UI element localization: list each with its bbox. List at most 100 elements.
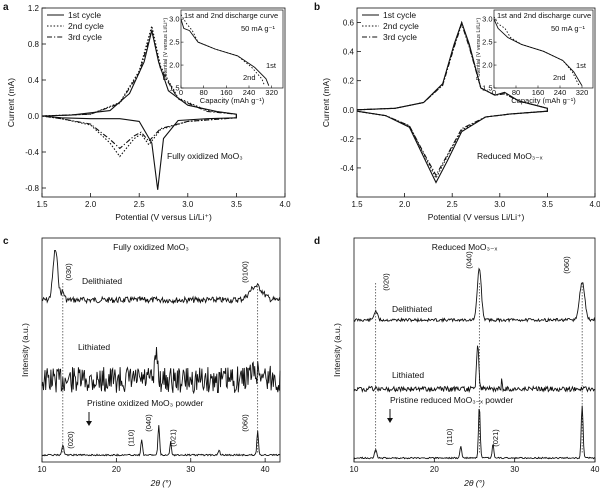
y-tick-label: 0.4 <box>343 48 355 57</box>
legend-label: 3rd cycle <box>68 32 102 42</box>
trace-label: Pristine reduced MoO₃₋ₓ powder <box>390 395 513 405</box>
inset-label-1st: 1st <box>266 61 277 70</box>
x-tick-label: 4.0 <box>589 200 600 209</box>
inset-title: 1st and 2nd discharge curve <box>184 11 278 20</box>
y-tick-label: 0.0 <box>343 106 355 115</box>
inset-y-tick-label: 2.0 <box>169 61 179 70</box>
x-tick-label: 30 <box>510 465 519 474</box>
cv-series-line <box>41 28 237 150</box>
y-tick-label: -0.2 <box>340 135 354 144</box>
y-axis-label: Intensity (a.u.) <box>332 323 342 377</box>
inset-frame <box>180 9 284 89</box>
panel-letter-b: b <box>314 2 320 13</box>
inset-x-axis-label: Capacity (mAh g⁻¹) <box>200 96 265 105</box>
arrow-head-icon <box>86 421 92 426</box>
sample-annotation: Reduced MoO₃₋ₓ <box>477 151 543 161</box>
trace-label: Lithiated <box>78 342 110 352</box>
x-tick-label: 2.5 <box>134 200 146 209</box>
inset-x-tick-label: 0 <box>179 88 183 97</box>
peak-label: (040) <box>464 251 473 269</box>
inset-y-tick-label: 2.0 <box>482 61 492 70</box>
legend-label: 1st cycle <box>383 10 416 20</box>
inset-y-tick-label: 1.5 <box>169 84 179 93</box>
chart-c: 10 20 30 40 2θ (°) Intensity (a.u.) Fully oxid… <box>20 237 281 488</box>
xrd-trace <box>41 425 281 457</box>
y-tick-label: 0.2 <box>343 77 355 86</box>
legend-label: 2nd cycle <box>68 21 104 31</box>
y-tick-label: -0.8 <box>25 184 39 193</box>
x-tick-label: 10 <box>38 465 47 474</box>
panel-letter-d: d <box>314 236 320 247</box>
peak-label: (021) <box>491 429 500 447</box>
xrd-trace <box>41 346 281 395</box>
inset-y-tick-label: 1.5 <box>482 84 492 93</box>
plot-frame <box>353 237 596 463</box>
legend-label: 1st cycle <box>68 10 101 20</box>
legend-label: 2nd cycle <box>383 21 419 31</box>
x-tick-label: 10 <box>350 465 359 474</box>
inset-label-1st: 1st <box>576 61 587 70</box>
peak-label: (110) <box>127 429 136 446</box>
chart-a: 1.5 2.0 2.5 3.0 3.5 4.0 -0.8 -0.4 0.0 0.4 0.8 1.2 Po… <box>6 4 291 222</box>
inset-title: 1st and 2nd discharge curve <box>497 11 591 20</box>
inset-x-tick-label: 80 <box>199 88 207 97</box>
xrd-trace <box>353 405 596 460</box>
x-axis-label: Potential (V versus Li/Li⁺) <box>428 212 525 222</box>
inset-x-tick-label: 240 <box>243 88 256 97</box>
inset-x-tick-label: 240 <box>554 88 567 97</box>
inset-y-axis-label: Potential (V versus Li/Li⁺) <box>162 18 169 81</box>
x-tick-label: 30 <box>186 465 195 474</box>
x-tick-label: 40 <box>591 465 600 474</box>
inset-x-tick-label: 160 <box>532 88 545 97</box>
inset-y-tick-label: 3.0 <box>169 15 179 24</box>
y-tick-label: 0.0 <box>28 112 40 121</box>
inset-label-2nd: 2nd <box>243 73 256 82</box>
y-tick-label: 1.2 <box>28 4 40 13</box>
inset-rate: 50 mA g⁻¹ <box>551 24 585 33</box>
x-tick-label: 2.0 <box>399 200 411 209</box>
inset-y-axis-label: Potential (V versus Li/Li⁺) <box>475 18 482 81</box>
inset-y-tick-label: 2.5 <box>482 38 492 47</box>
y-tick-label: 0.8 <box>28 40 40 49</box>
x-tick-label: 4.0 <box>279 200 291 209</box>
y-axis-label: Current (mA) <box>321 78 331 127</box>
x-tick-label: 3.0 <box>494 200 506 209</box>
x-tick-label: 3.0 <box>182 200 194 209</box>
plot-frame <box>41 7 286 198</box>
plot-frame <box>41 237 281 463</box>
cv-series-line <box>356 22 548 177</box>
y-axis-label: Intensity (a.u.) <box>20 323 30 377</box>
x-axis-label: 2θ (°) <box>463 478 485 488</box>
inset-x-tick-label: 80 <box>512 88 520 97</box>
x-tick-label: 1.5 <box>36 200 48 209</box>
peak-label: (060) <box>241 414 250 432</box>
x-tick-label: 40 <box>261 465 270 474</box>
peak-label: (020) <box>66 431 75 449</box>
x-tick-label: 20 <box>112 465 121 474</box>
arrow-head-icon <box>387 418 393 423</box>
chart-title: Reduced MoO₃₋ₓ <box>432 242 498 252</box>
trace-label: Pristine oxidized MoO₃ powder <box>87 398 204 408</box>
panel-letter-c: c <box>3 236 9 247</box>
y-tick-label: -0.4 <box>340 164 354 173</box>
xrd-trace <box>41 249 281 305</box>
inset-series-line <box>493 16 580 86</box>
y-tick-label: 0.4 <box>28 76 40 85</box>
inset-x-tick-label: 320 <box>576 88 589 97</box>
x-tick-label: 2.0 <box>85 200 97 209</box>
peak-label: (030) <box>64 263 73 281</box>
chart-title: Fully oxidized MoO₃ <box>113 242 189 252</box>
legend-label: 3rd cycle <box>383 32 417 42</box>
trace-label: Delithiated <box>82 276 122 286</box>
peak-label: (110) <box>445 428 454 445</box>
inset-y-tick-label: 2.5 <box>169 38 179 47</box>
peak-label: (021) <box>169 429 178 447</box>
peak-label: (040) <box>144 414 153 432</box>
inset-x-tick-label: 320 <box>265 88 278 97</box>
peak-label: (020) <box>382 273 391 291</box>
inset-x-tick-label: 0 <box>492 88 496 97</box>
inset-rate: 50 mA g⁻¹ <box>241 24 275 33</box>
chart-d: 10 20 30 40 2θ (°) Intensity (a.u.) Reduced Mo… <box>332 237 600 488</box>
peak-label: (060) <box>562 256 571 274</box>
